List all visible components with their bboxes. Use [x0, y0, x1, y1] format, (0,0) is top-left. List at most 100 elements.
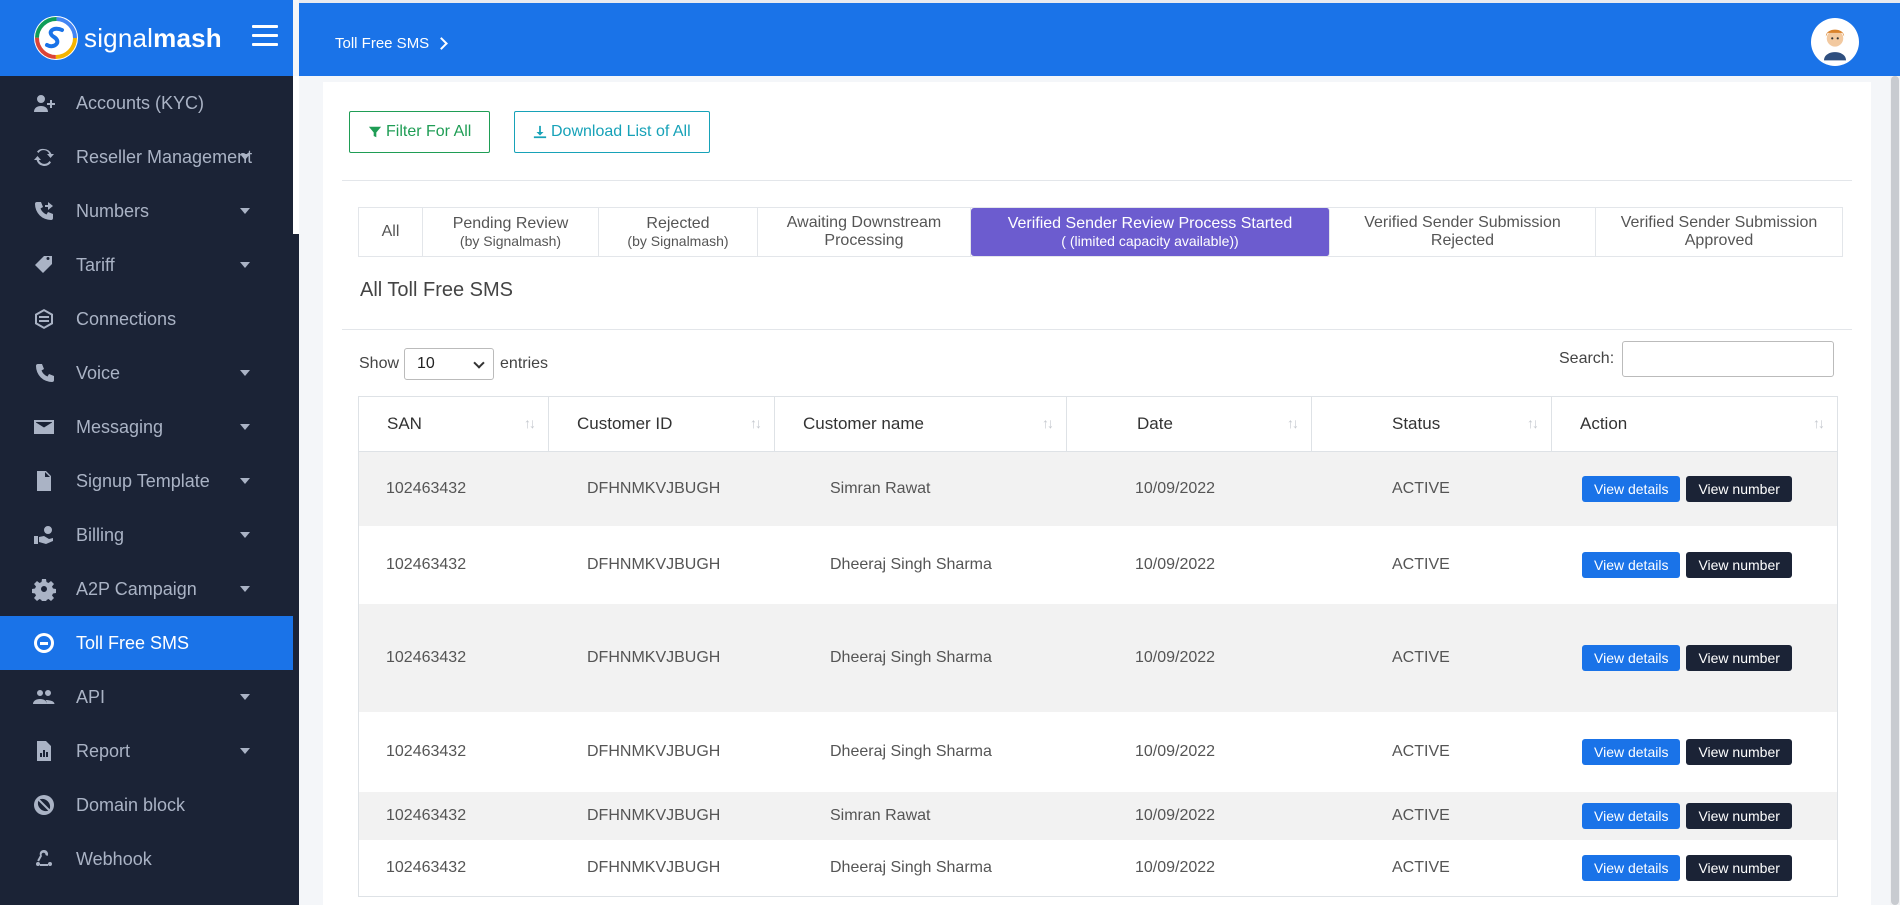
- table-body: 102463432 DFHNMKVJBUGH Simran Rawat 10/09/2…: [359, 452, 1837, 896]
- tab-6[interactable]: Verified Sender Submission Approved: [1596, 208, 1842, 256]
- report-icon: [30, 738, 58, 764]
- ban-icon: [30, 792, 58, 818]
- avatar-icon: [1824, 29, 1846, 61]
- filter-for-all-label: Filter For All: [386, 123, 472, 140]
- tab-0[interactable]: All: [359, 208, 423, 256]
- sidebar-item-a2p-campaign[interactable]: A2P Campaign: [0, 562, 293, 616]
- entries-label: entries: [500, 355, 549, 372]
- view-number-button[interactable]: View number: [1686, 476, 1792, 502]
- cell-status: ACTIVE: [1392, 480, 1450, 497]
- view-details-button[interactable]: View details: [1582, 645, 1681, 671]
- column-header-date[interactable]: Date ↑↓: [1067, 397, 1312, 451]
- tab-1[interactable]: Pending Review (by Signalmash): [423, 208, 599, 256]
- divider: [342, 329, 1852, 330]
- sidebar-item-webhook[interactable]: Webhook: [0, 832, 293, 886]
- sort-icon: ↑↓: [1042, 415, 1054, 431]
- cell-action: View details View number: [1552, 803, 1837, 829]
- sidebar-item-label: API: [76, 686, 106, 707]
- search-input[interactable]: [1622, 341, 1835, 377]
- column-header-customer-name[interactable]: Customer name ↑↓: [775, 397, 1067, 451]
- download-icon: [533, 125, 547, 139]
- column-header-status[interactable]: Status ↑↓: [1312, 397, 1552, 451]
- caret-down-icon: [240, 748, 250, 754]
- page-scrollbar[interactable]: [1890, 76, 1900, 905]
- cell-customer-name: Dheeraj Singh Sharma: [830, 649, 992, 666]
- column-header-san[interactable]: SAN ↑↓: [359, 397, 549, 451]
- cell-action: View details View number: [1552, 645, 1837, 671]
- cell-customer-name: Dheeraj Singh Sharma: [830, 743, 992, 760]
- sidebar-item-domain-block[interactable]: Domain block: [0, 778, 293, 832]
- tab-4[interactable]: Verified Sender Review Process Started( …: [971, 208, 1330, 256]
- user-avatar[interactable]: [1811, 18, 1859, 66]
- sidebar-item-connections[interactable]: Connections: [0, 292, 293, 346]
- view-number-button[interactable]: View number: [1686, 552, 1792, 578]
- caret-down-icon: [240, 694, 250, 700]
- tab-2[interactable]: Rejected (by Signalmash): [599, 208, 758, 256]
- tab-5[interactable]: Verified Sender Submission Rejected: [1330, 208, 1596, 256]
- sidebar-item-voice[interactable]: Voice: [0, 346, 293, 400]
- sidebar-item-toll-free-sms[interactable]: Toll Free SMS: [0, 616, 293, 670]
- sidebar-item-reseller-management[interactable]: Reseller Management: [0, 130, 293, 184]
- webhook-icon: [30, 846, 58, 872]
- sidebar-item-api[interactable]: API: [0, 670, 293, 724]
- column-header-action[interactable]: Action ↑↓: [1552, 397, 1837, 451]
- hamburger-menu-icon[interactable]: [252, 25, 278, 47]
- tab-3[interactable]: Awaiting Downstream Processing: [758, 208, 971, 256]
- sidebar-item-signup-template[interactable]: Signup Template: [0, 454, 293, 508]
- breadcrumb-item[interactable]: Toll Free SMS: [335, 35, 430, 52]
- view-details-button[interactable]: View details: [1582, 803, 1681, 829]
- tab-sublabel: Rejected: [1430, 232, 1495, 249]
- view-details-button[interactable]: View details: [1582, 739, 1681, 765]
- sidebar-item-label: Accounts (KYC): [76, 92, 205, 113]
- download-list-button[interactable]: Download List of All: [514, 111, 710, 153]
- sidebar-item-numbers[interactable]: Numbers: [0, 184, 293, 238]
- gear-icon: [30, 576, 58, 602]
- signalmash-logo[interactable]: [34, 16, 78, 60]
- cell-customer-name: Dheeraj Singh Sharma: [830, 556, 992, 573]
- sidebar-edge-highlight: [293, 76, 299, 234]
- sidebar-item-label: Billing: [76, 524, 125, 545]
- chevron-right-icon: [435, 37, 449, 50]
- column-header-customer-id[interactable]: Customer ID ↑↓: [549, 397, 775, 451]
- cell-customer-name: Simran Rawat: [830, 480, 931, 497]
- sidebar-item-tariff[interactable]: Tariff: [0, 238, 293, 292]
- view-number-button[interactable]: View number: [1686, 803, 1792, 829]
- cell-date: 10/09/2022: [1135, 743, 1216, 760]
- cell-san: 102463432: [386, 556, 467, 573]
- sidebar-item-accounts-kyc[interactable]: Accounts (KYC): [0, 76, 293, 130]
- view-details-button[interactable]: View details: [1582, 552, 1681, 578]
- cell-customer-id: DFHNMKVJBUGH: [587, 556, 721, 573]
- sort-icon: ↑↓: [1287, 415, 1299, 431]
- cell-action: View details View number: [1552, 476, 1837, 502]
- tab-label: Verified Sender Submission: [1364, 213, 1561, 231]
- hand-coin-icon: [30, 522, 58, 548]
- sidebar-item-billing[interactable]: Billing: [0, 508, 293, 562]
- users-icon: [30, 684, 58, 710]
- sidebar-item-report[interactable]: Report: [0, 724, 293, 778]
- cell-san: 102463432: [386, 743, 467, 760]
- column-header-label: SAN: [387, 414, 422, 433]
- toll-free-icon: [30, 630, 58, 656]
- sidebar-item-label: Voice: [76, 362, 121, 383]
- tab-sublabel: (by Signalmash): [459, 233, 562, 250]
- table-row: 102463432 DFHNMKVJBUGH Dheeraj Singh Sharm…: [359, 604, 1837, 712]
- view-details-button[interactable]: View details: [1582, 855, 1681, 881]
- breadcrumb[interactable]: Toll Free SMS: [335, 35, 449, 52]
- sidebar-item-messaging[interactable]: Messaging: [0, 400, 293, 454]
- cell-san: 102463432: [386, 649, 467, 666]
- cell-customer-id: DFHNMKVJBUGH: [587, 480, 721, 497]
- filter-for-all-button[interactable]: Filter For All: [349, 111, 491, 153]
- cell-customer-name: Simran Rawat: [830, 807, 931, 824]
- view-details-button[interactable]: View details: [1582, 476, 1681, 502]
- view-number-button[interactable]: View number: [1686, 739, 1792, 765]
- cell-action: View details View number: [1552, 855, 1837, 881]
- view-number-button[interactable]: View number: [1686, 855, 1792, 881]
- sidebar-item-label: Signup Template: [76, 470, 210, 491]
- cell-action: View details View number: [1552, 739, 1837, 765]
- download-list-label: Download List of All: [551, 123, 691, 140]
- view-number-button[interactable]: View number: [1686, 645, 1792, 671]
- divider: [342, 180, 1852, 181]
- scrollbar-thumb[interactable]: [1891, 76, 1899, 905]
- entries-select[interactable]: 10: [404, 348, 495, 380]
- phone-forward-icon: [30, 198, 58, 224]
